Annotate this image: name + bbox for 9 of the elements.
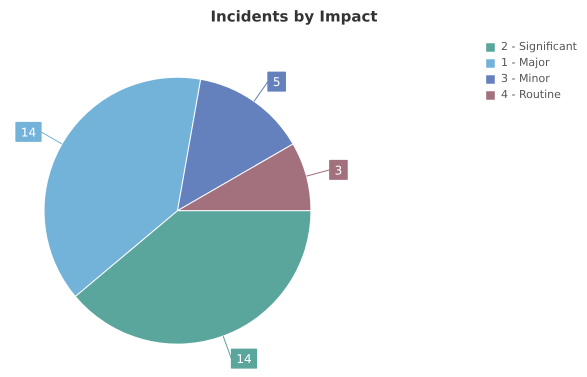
legend-label: 1 - Major [500,56,550,69]
data-label: 14 [236,352,252,366]
legend-label: 2 - Significant [500,40,577,53]
chart-title: Incidents by Impact [210,8,378,26]
data-label: 14 [20,125,36,140]
legend-label: 3 - Minor [500,72,550,85]
legend-label: 4 - Routine [500,88,561,101]
data-label: 3 [334,163,342,178]
data-label: 5 [272,75,280,90]
